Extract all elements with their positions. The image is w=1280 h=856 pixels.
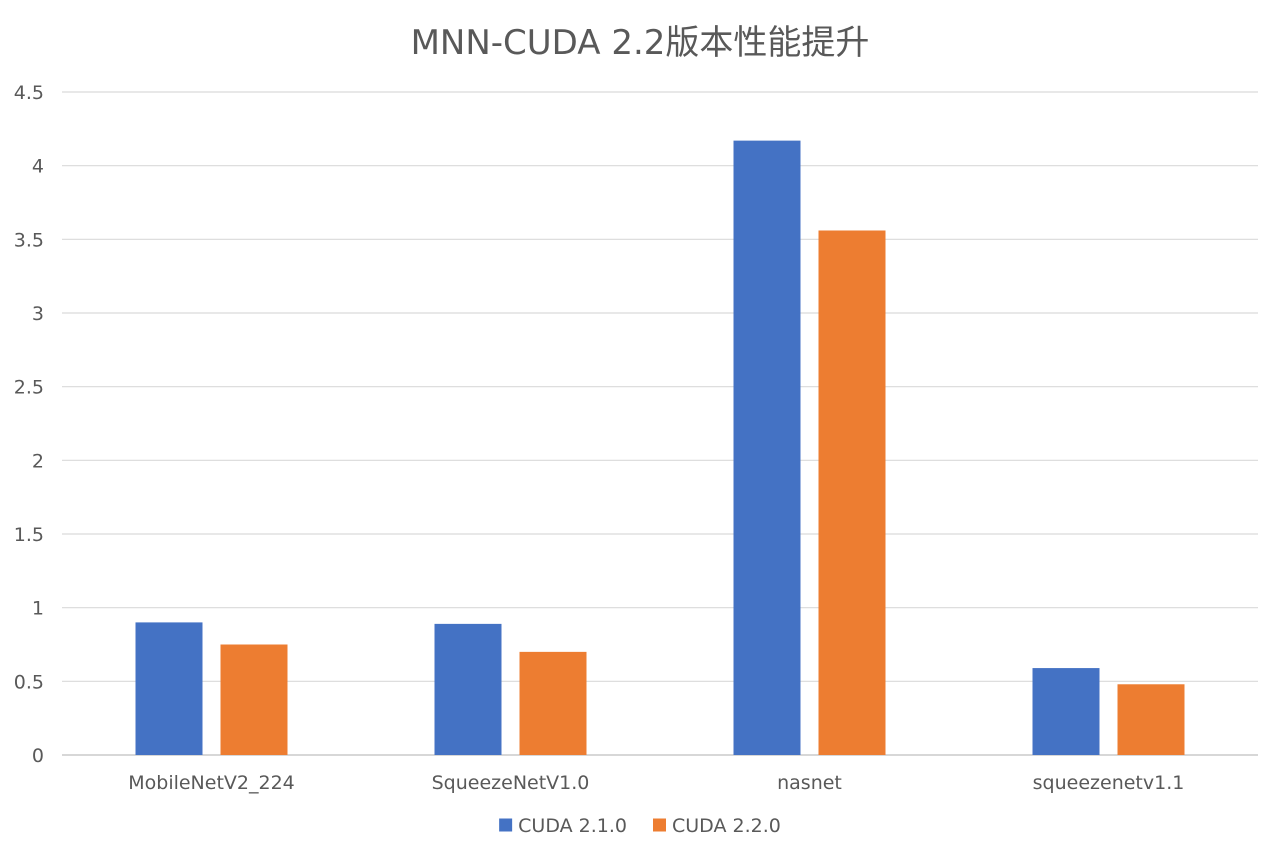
y-tick-label: 0.5: [14, 671, 44, 693]
y-axis: 0 0.5 1 1.5 2 2.5 3 3.5 4 4.5: [14, 82, 44, 767]
x-axis: MobileNetV2_224 SqueezeNetV1.0 nasnet squee…: [128, 772, 1184, 794]
bar: [1032, 668, 1100, 755]
bar: [733, 140, 801, 755]
legend-swatch: [653, 818, 666, 832]
bar: [1117, 684, 1185, 755]
y-tick-label: 4.5: [14, 82, 44, 104]
y-tick-label: 4: [32, 156, 44, 178]
x-tick-label: SqueezeNetV1.0: [432, 772, 590, 794]
legend: CUDA 2.1.0 CUDA 2.2.0: [499, 815, 781, 837]
y-tick-label: 1: [32, 598, 44, 620]
legend-swatch: [499, 818, 513, 832]
x-tick-label: MobileNetV2_224: [128, 772, 295, 794]
bar: [818, 230, 886, 755]
y-tick-label: 1.5: [14, 524, 44, 546]
y-tick-label: 3: [32, 303, 44, 325]
y-tick-label: 2.5: [14, 377, 44, 399]
x-tick-label: squeezenetv1.1: [1033, 772, 1185, 794]
legend-label: CUDA 2.2.0: [672, 815, 781, 837]
bar: [135, 622, 203, 755]
bar: [434, 623, 502, 755]
bars: [135, 140, 1185, 755]
bar: [519, 651, 587, 755]
chart-title: MNN-CUDA 2.2版本性能提升: [411, 23, 870, 63]
x-tick-label: nasnet: [777, 772, 842, 794]
y-tick-label: 0: [32, 745, 44, 767]
legend-label: CUDA 2.1.0: [518, 815, 627, 837]
y-tick-label: 2: [32, 450, 44, 472]
bar: [220, 644, 288, 755]
y-tick-label: 3.5: [14, 229, 44, 251]
